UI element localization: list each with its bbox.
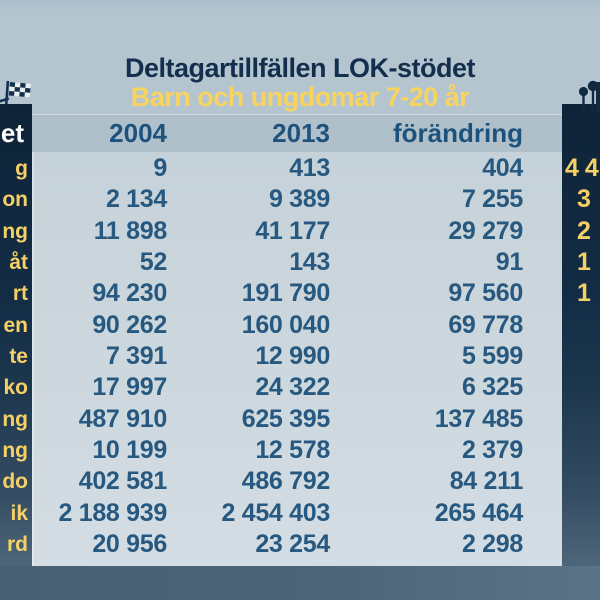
value-2013: 2 454 403 <box>221 498 330 527</box>
value-2013: 486 792 <box>241 467 331 496</box>
value-2004: 487 910 <box>78 404 168 433</box>
value-2004: 17 997 <box>92 373 167 402</box>
row-label: te <box>9 345 28 369</box>
value-2004: 2 134 <box>105 185 167 214</box>
value-2013: 160 040 <box>241 310 331 339</box>
value-2013: 23 254 <box>255 530 330 559</box>
value-change: 69 778 <box>448 310 523 339</box>
row-label: ik <box>10 501 28 525</box>
value-change: 2 298 <box>461 530 523 559</box>
row-label: åt <box>9 251 28 275</box>
row-label: ng <box>2 407 28 431</box>
row-label-column: g on ng åt rt en te ko ng ng do ik rd <box>0 153 32 560</box>
value-2013: 9 389 <box>268 185 330 214</box>
values-column-2004: 9 2 134 11 898 52 94 230 90 262 7 391 17… <box>25 153 167 560</box>
value-2013: 12 990 <box>255 342 330 371</box>
row-label: do <box>2 470 28 494</box>
values-column-change: 404 7 255 29 279 91 97 560 69 778 5 599 … <box>353 153 524 560</box>
column-header-2013: 2013 <box>272 118 330 148</box>
table-header-band <box>0 114 600 152</box>
value-change: 97 560 <box>448 279 523 308</box>
row-label: on <box>2 188 28 212</box>
pin-figures-icon <box>568 80 600 117</box>
value-2004: 10 199 <box>92 436 167 465</box>
row-label: ng <box>2 439 28 463</box>
row-label: ko <box>3 376 28 400</box>
value-2013: 625 395 <box>241 404 331 433</box>
value-change: 137 485 <box>434 404 524 433</box>
right-partial-value: 2 <box>577 216 591 245</box>
value-change: 84 211 <box>449 467 524 496</box>
value-change: 7 255 <box>461 185 523 214</box>
value-2013: 24 322 <box>255 373 330 402</box>
value-2004: 94 230 <box>92 279 167 308</box>
title-background <box>0 0 600 114</box>
row-label: en <box>3 313 28 337</box>
bottom-band <box>0 566 600 600</box>
row-label: ng <box>2 219 28 243</box>
value-2004: 402 581 <box>78 467 168 496</box>
value-change: 404 <box>482 154 523 182</box>
value-change: 29 279 <box>448 216 523 245</box>
value-2004: 2 188 939 <box>58 498 167 527</box>
right-partial-value: 4 4 <box>565 154 599 182</box>
value-change: 2 379 <box>461 436 523 465</box>
value-change: 6 325 <box>461 373 523 402</box>
page-subtitle: Barn och ungdomar 7-20 år <box>130 82 470 112</box>
value-2004: 11 898 <box>93 216 168 245</box>
value-2013: 143 <box>289 248 330 277</box>
value-2004: 9 <box>153 154 167 182</box>
value-2013: 413 <box>289 154 330 182</box>
value-change: 265 464 <box>434 498 524 527</box>
right-percent-panel <box>562 104 600 600</box>
row-label: g <box>15 157 28 180</box>
value-2004: 52 <box>139 248 168 277</box>
right-partial-value: 1 <box>577 248 591 277</box>
left-panel-header-partial: et <box>0 118 24 148</box>
column-header-2004: 2004 <box>109 118 167 148</box>
value-2004: 7 391 <box>105 342 167 371</box>
value-change: 91 <box>495 248 524 277</box>
value-2004: 20 956 <box>92 530 167 559</box>
table-body-background <box>32 152 562 566</box>
right-partial-value: 1 <box>577 279 591 308</box>
left-label-panel <box>0 104 32 600</box>
right-partial-value: 3 <box>577 185 591 214</box>
value-2004: 90 262 <box>92 310 167 339</box>
row-label: rt <box>12 282 28 306</box>
column-header-forandring: förändring <box>393 118 523 148</box>
right-partial-values-column: 4 4 3 2 1 1 <box>562 153 600 310</box>
page-title: Deltagartillfällen LOK-stödet <box>124 53 476 83</box>
value-2013: 41 177 <box>255 216 330 245</box>
value-2013: 191 790 <box>241 279 331 308</box>
values-column-2013: 413 9 389 41 177 143 191 790 160 040 12 … <box>170 153 330 560</box>
value-change: 5 599 <box>461 342 523 371</box>
row-label: rd <box>7 533 28 557</box>
checkered-flag-icon <box>0 78 40 111</box>
value-2013: 12 578 <box>255 436 330 465</box>
